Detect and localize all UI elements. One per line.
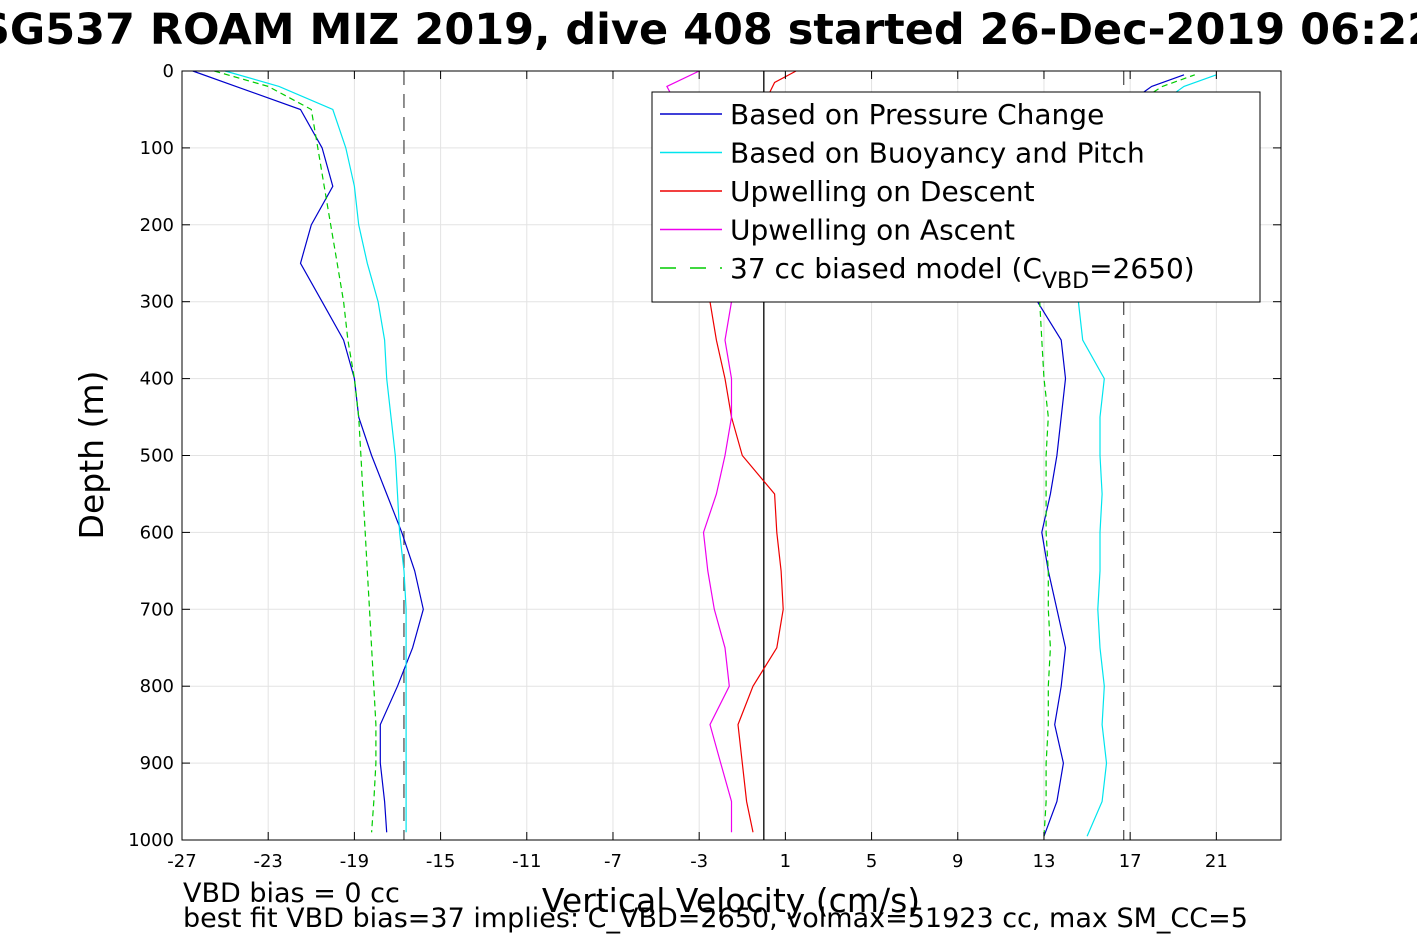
y-tick-label: 900 bbox=[140, 753, 174, 774]
chart-title: SG537 ROAM MIZ 2019, dive 408 started 26… bbox=[0, 5, 1417, 55]
y-tick-label: 200 bbox=[140, 215, 174, 236]
y-tick-label: 0 bbox=[163, 61, 174, 82]
vbd-bias-annotation: VBD bias = 0 cc bbox=[183, 878, 400, 909]
y-tick-label: 100 bbox=[140, 138, 174, 159]
x-tick-label: 13 bbox=[1033, 851, 1056, 872]
y-axis-ticks: 0 100 200 300 400 500 600 700 800 900 1000 bbox=[128, 61, 1281, 851]
y-tick-label: 500 bbox=[140, 446, 174, 467]
x-tick-label: 17 bbox=[1119, 851, 1142, 872]
legend-label: Upwelling on Descent bbox=[730, 175, 1035, 208]
x-tick-label: -11 bbox=[512, 851, 541, 872]
x-tick-label: -7 bbox=[604, 851, 622, 872]
legend-box bbox=[651, 91, 1261, 303]
y-tick-label: 600 bbox=[140, 522, 174, 543]
legend-label: Based on Buoyancy and Pitch bbox=[730, 137, 1145, 170]
series-line bbox=[214, 70, 377, 833]
series-line bbox=[224, 70, 407, 833]
x-tick-label: 1 bbox=[780, 851, 791, 872]
legend-label-main: 37 cc biased model (C bbox=[730, 252, 1042, 285]
y-tick-label: 300 bbox=[140, 292, 174, 313]
x-tick-label: 21 bbox=[1205, 851, 1228, 872]
x-tick-label: -27 bbox=[167, 851, 196, 872]
x-axis-ticks: -27 -23 -19 -15 -11 -7 -3 1 5 9 13 17 21 bbox=[167, 71, 1228, 872]
legend-label-subscript: VBD bbox=[1042, 269, 1089, 294]
legend-label: Upwelling on Ascent bbox=[730, 214, 1015, 247]
best-fit-annotation: best fit VBD bias=37 implies: C_VBD=2650… bbox=[183, 903, 1248, 934]
legend-label: Based on Pressure Change bbox=[730, 98, 1104, 131]
chart-legend: Based on Pressure Change Based on Buoyanc… bbox=[651, 91, 1261, 303]
x-tick-label: -3 bbox=[690, 851, 708, 872]
x-tick-label: -23 bbox=[253, 851, 282, 872]
y-axis-label: Depth (m) bbox=[72, 371, 111, 540]
y-tick-label: 700 bbox=[140, 599, 174, 620]
y-tick-label: 400 bbox=[140, 369, 174, 390]
x-tick-label: 9 bbox=[952, 851, 963, 872]
x-tick-label: 5 bbox=[866, 851, 877, 872]
x-tick-label: -19 bbox=[340, 851, 369, 872]
series-line bbox=[192, 70, 424, 833]
legend-label-end: =2650) bbox=[1089, 252, 1195, 285]
y-tick-label: 1000 bbox=[128, 830, 174, 851]
y-tick-label: 800 bbox=[140, 676, 174, 697]
x-tick-label: -15 bbox=[426, 851, 455, 872]
legend-label: 37 cc biased model (CVBD=2650) bbox=[730, 252, 1195, 294]
x-axis-label: Vertical Velocity (cm/s) bbox=[542, 881, 920, 920]
